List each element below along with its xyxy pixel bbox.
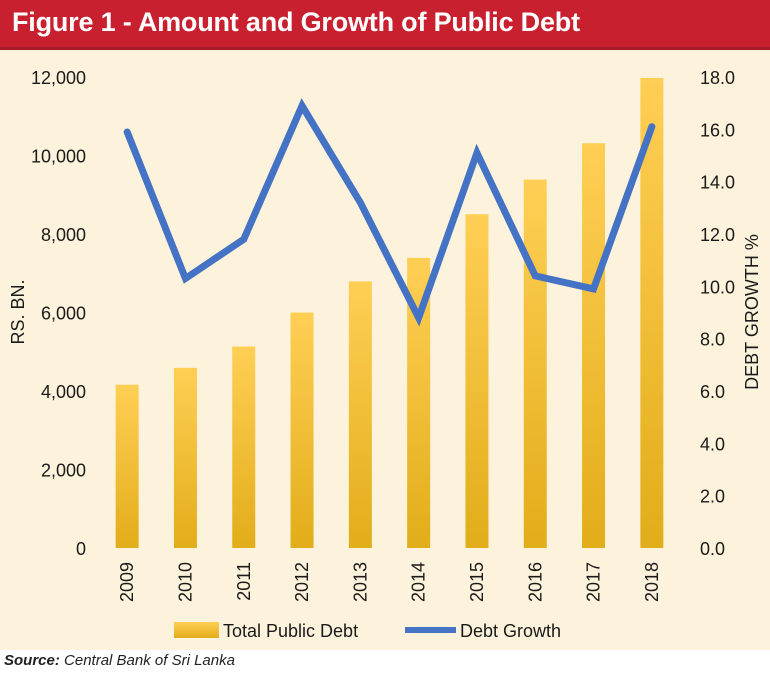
- bar-2016: [523, 179, 547, 549]
- bar-2017: [582, 143, 606, 548]
- x-tick-label: 2016: [525, 562, 545, 602]
- right-tick-label: 14.0: [700, 173, 735, 193]
- x-tick-label: 2018: [642, 562, 662, 602]
- x-tick-label: 2017: [584, 562, 604, 602]
- legend-layer: Total Public Debt Debt Growth: [174, 621, 561, 641]
- bar-2011: [232, 346, 256, 548]
- x-tick-label: 2011: [234, 562, 254, 601]
- bar-2018: [640, 77, 664, 549]
- right-tick-label: 6.0: [700, 382, 725, 402]
- chart-svg: 0 2,000 4,000 6,000 8,000 10,000 12,000 0.0 2.0 4…: [8, 68, 762, 641]
- y-axis-title: RS. BN.: [8, 279, 28, 344]
- legend-label-total-public-debt: Total Public Debt: [223, 621, 358, 641]
- x-tick-label: 2013: [350, 562, 370, 602]
- bars-layer: [115, 77, 664, 549]
- bar-2010: [173, 367, 197, 548]
- legend-label-debt-growth: Debt Growth: [460, 621, 561, 641]
- right-tick-label: 18.0: [700, 68, 735, 88]
- y2-axis-title: DEBT GROWTH %: [742, 234, 762, 390]
- right-tick-label: 16.0: [700, 120, 735, 140]
- right-tick-label: 12.0: [700, 225, 735, 245]
- left-tick-label: 0: [76, 539, 86, 559]
- title-bar: Figure 1 - Amount and Growth of Public D…: [0, 0, 770, 50]
- right-tick-label: 10.0: [700, 277, 735, 297]
- left-tick-label: 2,000: [41, 461, 86, 481]
- left-tick-label: 4,000: [41, 382, 86, 402]
- right-tick-label: 2.0: [700, 487, 725, 507]
- right-tick-label: 0.0: [700, 539, 725, 559]
- left-tick-label: 6,000: [41, 304, 86, 324]
- left-tick-label: 12,000: [31, 68, 86, 88]
- x-tick-label: 2015: [467, 562, 487, 602]
- line-layer: [123, 98, 656, 327]
- source-label: Source:: [4, 652, 60, 669]
- legend-swatch-total-public-debt: [174, 622, 219, 638]
- right-tick-label: 4.0: [700, 434, 725, 454]
- bar-2009: [115, 384, 139, 548]
- bar-2012: [290, 312, 314, 548]
- left-tick-label: 8,000: [41, 225, 86, 245]
- x-tick-label: 2012: [292, 562, 312, 602]
- right-tick-label: 8.0: [700, 330, 725, 350]
- debt-growth-line: [123, 98, 656, 327]
- bar-2014: [407, 257, 431, 548]
- bar-2013: [348, 281, 372, 548]
- bar-2015: [465, 214, 489, 548]
- x-tick-label: 2010: [175, 562, 195, 602]
- chart-title: Figure 1 - Amount and Growth of Public D…: [12, 7, 580, 37]
- x-tick-label: 2014: [409, 562, 429, 602]
- axis-layer: 0 2,000 4,000 6,000 8,000 10,000 12,000 0.0 2.0 4…: [8, 68, 762, 602]
- source-note: Source: Central Bank of Sri Lanka: [4, 652, 235, 669]
- x-tick-label: 2009: [117, 562, 137, 602]
- left-tick-label: 10,000: [31, 147, 86, 167]
- source-text: Central Bank of Sri Lanka: [59, 652, 235, 669]
